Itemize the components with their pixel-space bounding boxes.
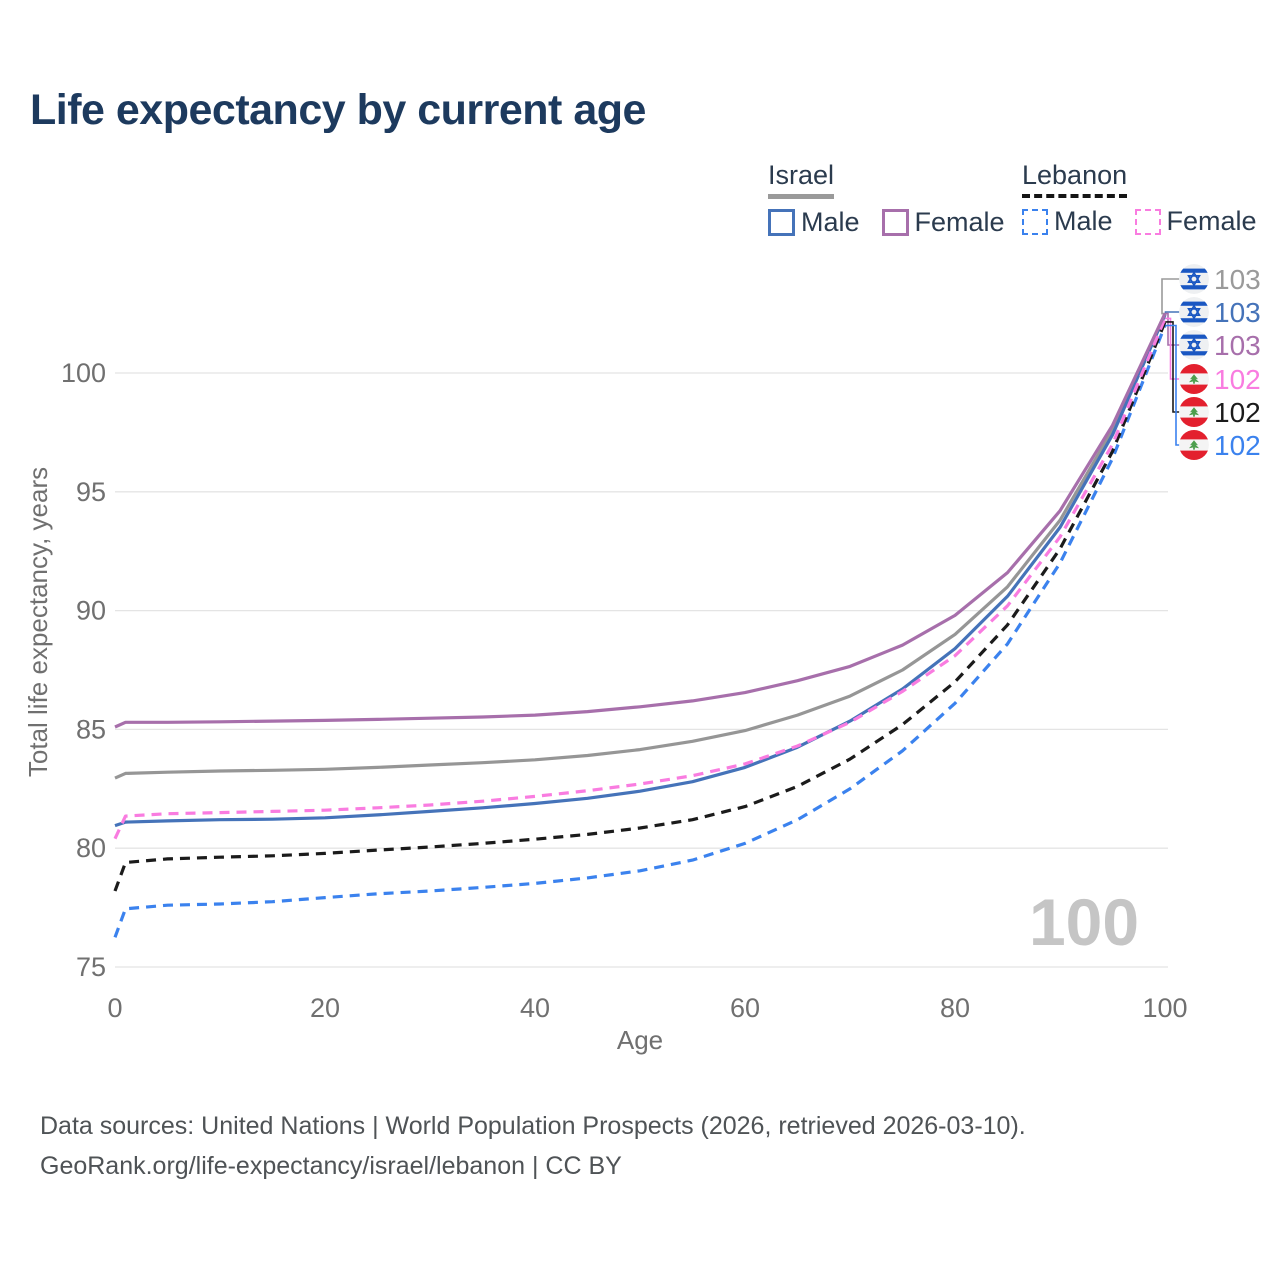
legend-label-lebanon-male: Male xyxy=(1054,206,1113,236)
y-tick-label: 90 xyxy=(76,596,106,626)
page-title: Life expectancy by current age xyxy=(30,86,646,134)
series-line-israel-male[interactable] xyxy=(114,314,1167,828)
footer-data-sources: Data sources: United Nations | World Pop… xyxy=(40,1112,1026,1140)
series-layer xyxy=(113,312,1167,938)
y-tick-label: 75 xyxy=(76,952,106,982)
end-label-lebanon-total: 102 xyxy=(1214,397,1261,428)
lebanon-female-swatch xyxy=(1134,208,1161,235)
y-tick-label: 80 xyxy=(76,833,106,863)
grid-layer xyxy=(115,372,1168,968)
leader-line-lebanon-male xyxy=(1165,324,1180,446)
legend-label-lebanon-female: Female xyxy=(1166,206,1257,236)
legend-group-israel: Israel Male Female xyxy=(768,160,1005,238)
israel-female-swatch xyxy=(881,209,909,236)
x-tick-label: 100 xyxy=(1142,993,1187,1023)
legend-item-lebanon-female[interactable]: Female xyxy=(1134,206,1257,237)
axis-layer: 75 80 85 90 95 100 0 20 40 60 80 100 Age Total life e… xyxy=(23,358,1188,1055)
y-tick-label: 95 xyxy=(76,477,106,507)
flag-lebanon-icon xyxy=(1179,364,1209,394)
series-line-lebanon-male[interactable] xyxy=(113,324,1167,938)
flag-israel-icon xyxy=(1179,297,1209,327)
legend-title-israel: Israel xyxy=(768,160,835,199)
end-label-israel-male: 103 xyxy=(1214,297,1261,328)
watermark-layer: 100 xyxy=(1029,885,1139,959)
x-tick-label: 60 xyxy=(730,993,760,1023)
lebanon-male-swatch xyxy=(1022,208,1048,235)
end-label-israel-female: 103 xyxy=(1214,330,1261,361)
flag-lebanon-icon xyxy=(1179,397,1209,427)
flag-israel-icon xyxy=(1179,264,1209,294)
leader-line-israel-female xyxy=(1165,312,1180,346)
leader-lines-layer xyxy=(1161,278,1180,446)
legend-item-lebanon-male[interactable]: Male xyxy=(1022,206,1113,237)
x-tick-label: 0 xyxy=(107,993,122,1023)
series-line-israel-female[interactable] xyxy=(114,312,1167,729)
legend-label-israel-female: Female xyxy=(914,207,1005,237)
x-tick-label: 20 xyxy=(310,993,340,1023)
series-line-lebanon-female[interactable] xyxy=(113,317,1167,840)
legend-item-israel-male[interactable]: Male xyxy=(768,207,860,238)
end-label-lebanon-male: 102 xyxy=(1214,430,1261,461)
end-label-israel-total: 103 xyxy=(1214,264,1261,295)
footer-attribution: GeoRank.org/life-expectancy/israel/leban… xyxy=(40,1152,622,1180)
flag-israel-icon xyxy=(1179,330,1209,360)
legend-items-lebanon: Male Female xyxy=(1022,206,1257,237)
legend-group-lebanon: Lebanon Male Female xyxy=(1022,160,1257,237)
y-tick-label: 85 xyxy=(76,714,106,744)
israel-male-swatch xyxy=(768,209,795,236)
leader-line-israel-total xyxy=(1161,278,1180,315)
x-tick-label: 80 xyxy=(940,993,970,1023)
legend-item-israel-female[interactable]: Female xyxy=(881,207,1005,238)
flag-lebanon-icon xyxy=(1179,430,1209,460)
footer: Data sources: United Nations | World Pop… xyxy=(40,1106,1026,1186)
series-line-israel-total[interactable] xyxy=(114,312,1167,780)
y-tick-label: 100 xyxy=(61,358,106,388)
y-axis-title: Total life expectancy, years xyxy=(23,467,53,777)
series-line-lebanon-total[interactable] xyxy=(113,321,1167,892)
end-label-lebanon-female: 102 xyxy=(1214,364,1261,395)
x-tick-label: 40 xyxy=(520,993,550,1023)
x-axis-title: Age xyxy=(617,1025,663,1055)
age-watermark: 100 xyxy=(1029,885,1139,959)
legend-items-israel: Male Female xyxy=(768,207,1005,238)
legend-title-lebanon: Lebanon xyxy=(1022,160,1128,198)
legend-label-israel-male: Male xyxy=(801,207,860,237)
